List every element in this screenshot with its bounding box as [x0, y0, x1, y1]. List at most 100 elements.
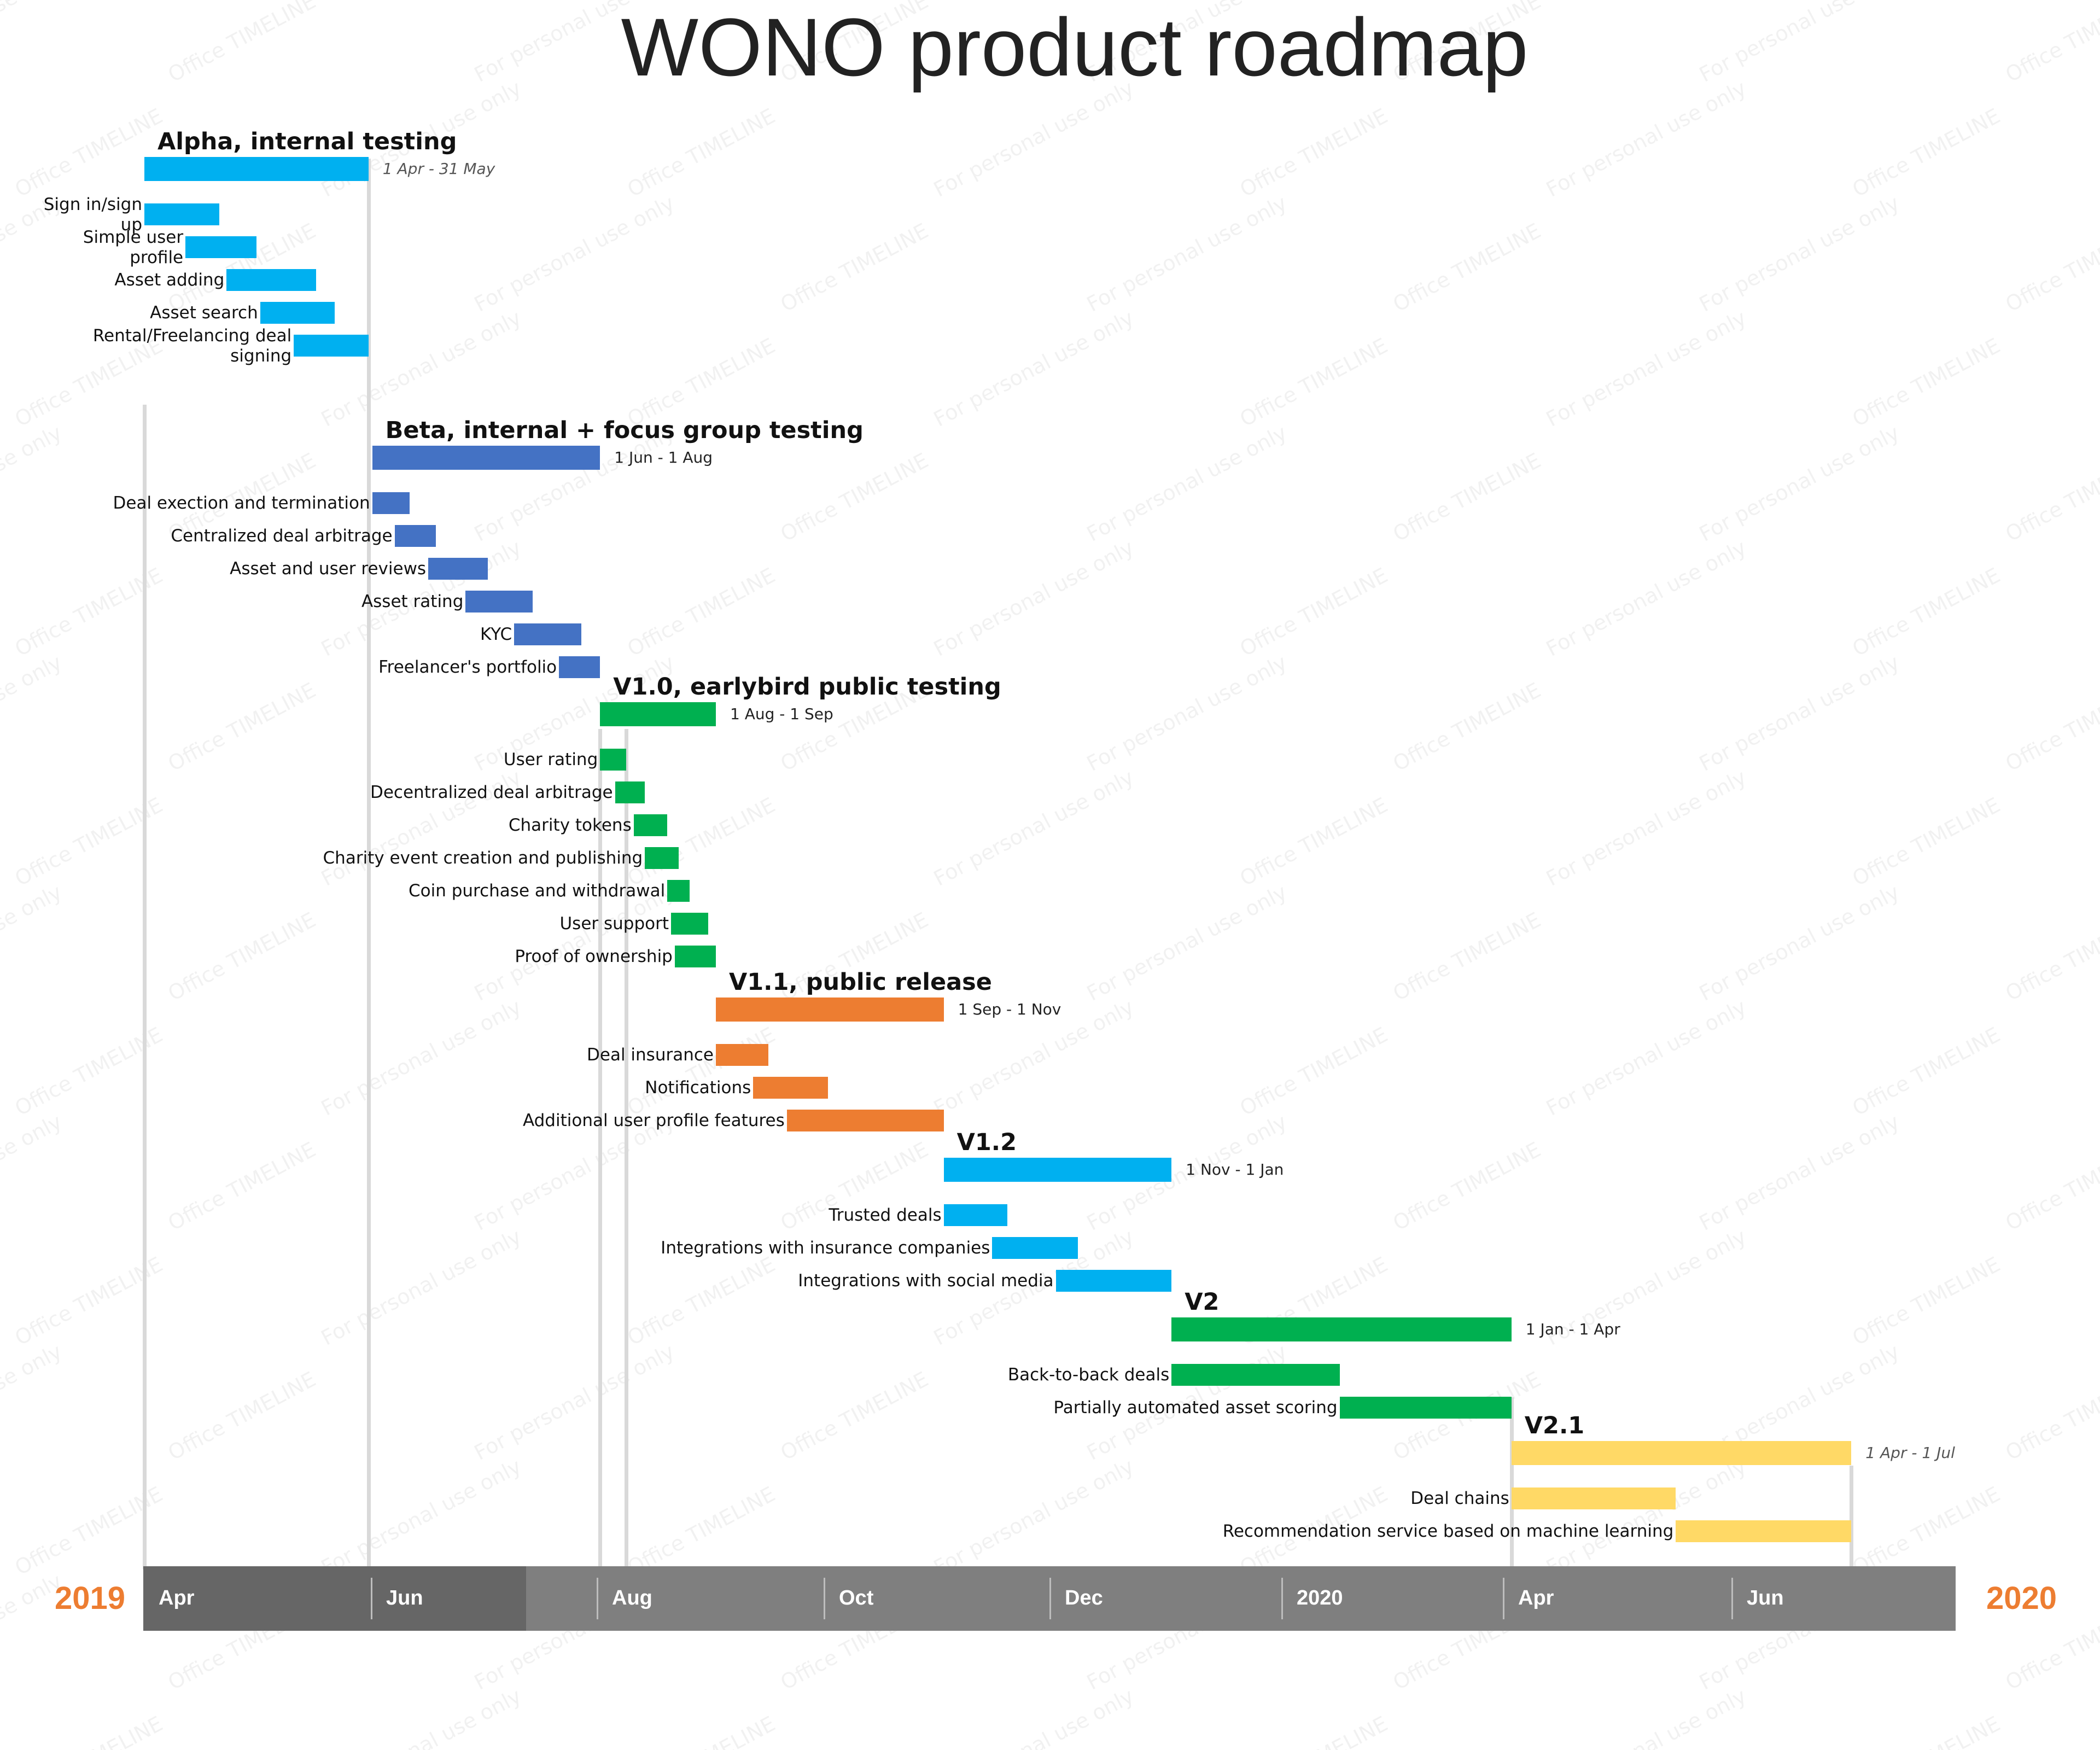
watermark-text: Office TIMELINE	[1236, 333, 1392, 431]
task-bar[interactable]	[943, 1204, 1007, 1226]
task-bar[interactable]	[372, 492, 410, 514]
watermark-text: For personal use only	[0, 1339, 66, 1465]
watermark-text: For personal use only	[317, 305, 526, 431]
axis-tick	[1731, 1578, 1733, 1619]
task-bar[interactable]	[1171, 1364, 1340, 1386]
group-bar[interactable]	[600, 702, 716, 726]
group-title: V2	[1185, 1288, 1220, 1316]
task-label: User rating	[503, 750, 598, 769]
axis-tick	[824, 1578, 825, 1619]
task-label: KYC	[480, 625, 512, 644]
task-bar[interactable]	[633, 814, 668, 836]
task-bar[interactable]	[294, 335, 369, 357]
axis-tick	[597, 1578, 598, 1619]
task-label: Asset and user reviews	[230, 559, 427, 579]
task-bar[interactable]	[715, 1044, 768, 1066]
task-bar[interactable]	[428, 558, 488, 580]
group-bar[interactable]	[715, 998, 944, 1022]
axis-month-label: Oct	[839, 1586, 874, 1609]
task-label: Rental/Freelancing deal signing	[92, 326, 292, 366]
watermark-text: For personal use only	[1695, 1109, 1904, 1235]
watermark-text: Office TIMELINE	[777, 218, 932, 317]
task-bar[interactable]	[1511, 1488, 1676, 1509]
task-bar[interactable]	[514, 623, 582, 645]
watermark-text: Office TIMELINE	[777, 448, 932, 546]
task-bar[interactable]	[559, 656, 600, 678]
task-bar[interactable]	[185, 236, 256, 258]
watermark-text: Office TIMELINE	[623, 563, 779, 661]
watermark-text: For personal use only	[1542, 1454, 1751, 1580]
watermark-text: Office TIMELINE	[2002, 907, 2100, 1006]
task-bar[interactable]	[786, 1110, 944, 1131]
task-label: Coin purchase and withdrawal	[408, 881, 666, 901]
watermark-text: Office TIMELINE	[11, 103, 167, 202]
watermark-text: Office TIMELINE	[1848, 103, 2004, 202]
group-bar[interactable]	[372, 446, 600, 470]
group-bar[interactable]	[1171, 1317, 1512, 1341]
group-bar[interactable]	[144, 157, 369, 181]
task-label: Simple user profile	[83, 228, 184, 267]
watermark-text: For personal use only	[1542, 994, 1751, 1121]
page-title: WONO product roadmap	[621, 1, 1529, 93]
task-bar[interactable]	[600, 749, 627, 771]
group-title: V2.1	[1524, 1412, 1585, 1439]
watermark-text: For personal use only	[1083, 420, 1291, 546]
task-bar[interactable]	[753, 1077, 828, 1099]
group-bar[interactable]	[943, 1158, 1172, 1182]
task-bar[interactable]	[226, 269, 317, 291]
task-bar[interactable]	[992, 1237, 1078, 1259]
group-title: V1.2	[956, 1129, 1017, 1156]
watermark-text: For personal use only	[470, 190, 679, 317]
gridline	[143, 405, 147, 1570]
group-date-range: 1 Apr - 1 Jul	[1865, 1444, 1955, 1462]
task-bar[interactable]	[1339, 1397, 1512, 1419]
task-label: Recommendation service based on machine …	[1222, 1521, 1674, 1541]
task-bar[interactable]	[674, 946, 716, 967]
watermark-text: Office TIMELINE	[1236, 1022, 1392, 1121]
gridline	[598, 729, 603, 1570]
watermark-text: Office TIMELINE	[1848, 1022, 2004, 1121]
group-date-range: 1 Aug - 1 Sep	[730, 705, 833, 723]
task-bar[interactable]	[667, 880, 690, 902]
watermark-text: Office TIMELINE	[1848, 333, 2004, 431]
group-bar[interactable]	[1511, 1441, 1852, 1465]
task-label: Integrations with social media	[798, 1271, 1054, 1291]
watermark-text: For personal use only	[930, 1683, 1138, 1750]
watermark-text: For personal use only	[1083, 190, 1291, 317]
watermark-text: Office TIMELINE	[1848, 1481, 2004, 1580]
watermark-text: For personal use only	[1542, 305, 1751, 431]
watermark-text: Office TIMELINE	[1848, 563, 2004, 661]
axis-band-future	[526, 1566, 1956, 1631]
task-bar[interactable]	[260, 302, 335, 324]
watermark-text: For personal use only	[1695, 190, 1904, 317]
group-title: V1.0, earlybird public testing	[613, 673, 1001, 701]
task-bar[interactable]	[1676, 1520, 1852, 1542]
task-bar[interactable]	[645, 847, 679, 869]
watermark-text: Office TIMELINE	[623, 103, 779, 202]
watermark-text: Office TIMELINE	[2002, 1367, 2100, 1465]
task-bar[interactable]	[394, 525, 436, 547]
task-label: Deal exection and termination	[113, 493, 370, 513]
task-label: Additional user profile features	[522, 1111, 785, 1130]
task-label: Centralized deal arbitrage	[171, 526, 393, 546]
watermark-text: Office TIMELINE	[1236, 1712, 1392, 1750]
group-date-range: 1 Jan - 1 Apr	[1525, 1320, 1620, 1338]
task-bar[interactable]	[465, 591, 533, 612]
task-bar[interactable]	[144, 203, 219, 225]
watermark-text: For personal use only	[930, 1454, 1138, 1580]
gridline	[1509, 1397, 1514, 1570]
task-bar[interactable]	[671, 913, 709, 935]
axis-month-label: Apr	[1518, 1586, 1554, 1609]
group-title: Beta, internal + focus group testing	[385, 417, 864, 444]
watermark-text: For personal use only	[317, 1683, 526, 1750]
task-label: Proof of ownership	[515, 947, 673, 966]
group-title: V1.1, public release	[728, 969, 992, 996]
task-label: Charity tokens	[508, 815, 632, 835]
task-label: Asset rating	[361, 592, 464, 611]
axis-band-past	[143, 1566, 526, 1631]
task-label: Freelancer's portfolio	[378, 657, 557, 677]
task-bar[interactable]	[615, 781, 645, 803]
axis-month-label: Aug	[612, 1586, 652, 1609]
task-bar[interactable]	[1055, 1270, 1172, 1292]
task-label: Deal chains	[1410, 1489, 1509, 1508]
